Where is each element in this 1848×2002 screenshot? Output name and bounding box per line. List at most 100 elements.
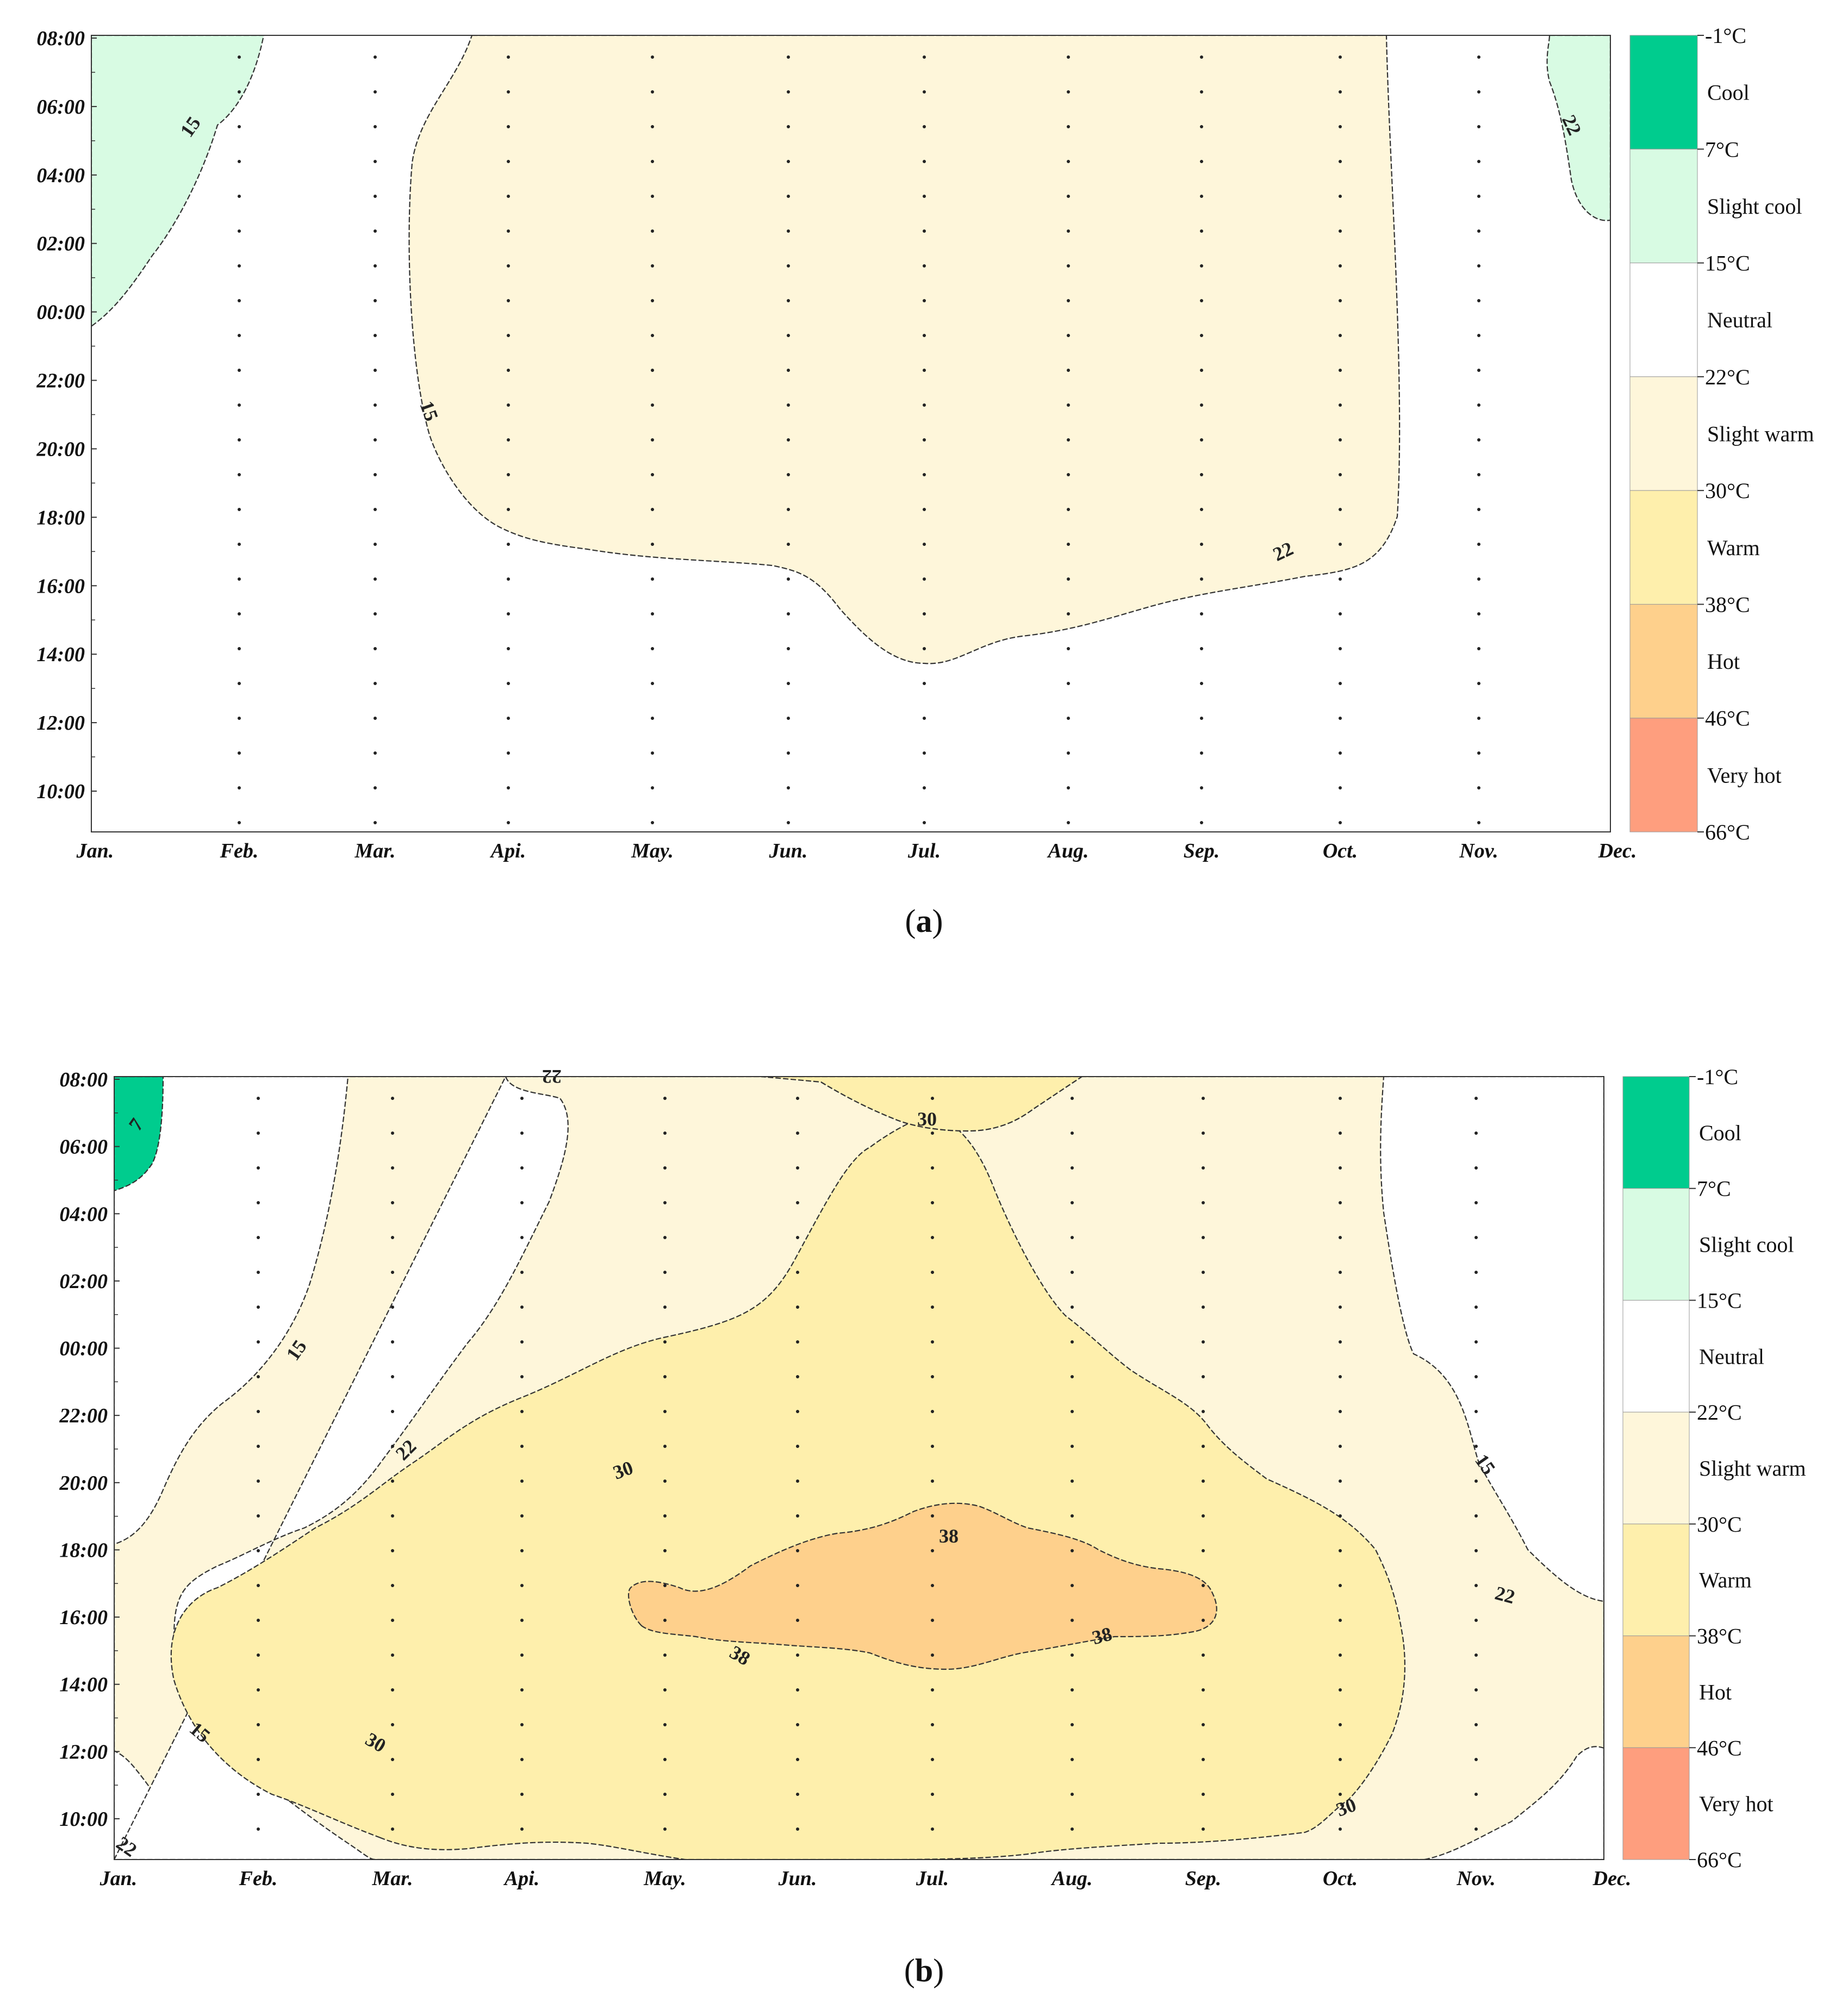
grid-dot (796, 1653, 799, 1657)
grid-dot (1477, 438, 1480, 442)
grid-dot (651, 751, 654, 755)
y-tick-label: 14:00 (59, 1674, 108, 1696)
grid-dot (1200, 647, 1203, 650)
grid-dot (796, 1549, 799, 1552)
y-tick-label: 18:00 (36, 506, 85, 529)
grid-dot (923, 55, 926, 59)
grid-dot (507, 717, 510, 720)
grid-dot (1202, 1410, 1205, 1413)
grid-dots (238, 55, 1480, 824)
y-tick-label: 12:00 (59, 1740, 108, 1763)
grid-dot (787, 577, 790, 581)
grid-dot (391, 1688, 394, 1692)
grid-dot (257, 1131, 260, 1135)
legend-bound-label: 66°C (1705, 820, 1750, 844)
legend-bound-label: 30°C (1705, 478, 1750, 503)
grid-dot (391, 1479, 394, 1483)
contour-chart-a: 1515222208:0006:0004:0002:0000:0022:0020… (36, 23, 1814, 862)
legend-label: Slight warm (1699, 1456, 1806, 1481)
grid-dot (651, 55, 654, 59)
grid-dot (257, 1097, 260, 1100)
y-tick-label: 08:00 (36, 27, 85, 50)
grid-dot (923, 543, 926, 546)
grid-dot (931, 1410, 934, 1413)
x-tick-label: Oct. (1323, 1867, 1358, 1890)
grid-dot (1474, 1584, 1478, 1587)
y-tick-label: 10:00 (36, 780, 85, 803)
contour-region-slight-warm (408, 35, 1401, 664)
grid-dot (923, 195, 926, 198)
grid-dot (787, 717, 790, 720)
grid-dot (374, 717, 377, 720)
legend-swatch-cool (1629, 35, 1698, 150)
grid-dot (1339, 1445, 1342, 1448)
grid-dot (651, 717, 654, 720)
grid-dot (1339, 543, 1342, 546)
grid-dot (238, 229, 241, 233)
grid-dot (1067, 751, 1070, 755)
legend-swatch-very-hot (1629, 718, 1698, 832)
caption-b: (b) (904, 1953, 944, 1988)
grid-dot (1067, 299, 1070, 302)
grid-dot (1339, 1131, 1342, 1135)
grid-dot (663, 1236, 667, 1239)
grid-dot (1071, 1410, 1074, 1413)
y-tick-label: 16:00 (59, 1606, 108, 1629)
contour-chart-b: 7152230302230383838302215152208:0006:000… (59, 1065, 1806, 1890)
grid-dot (1339, 1827, 1342, 1831)
grid-dot (663, 1479, 667, 1483)
grid-dot (651, 577, 654, 581)
grid-dot (787, 299, 790, 302)
grid-dot (1067, 125, 1070, 128)
grid-dot (1477, 334, 1480, 337)
grid-dot (931, 1584, 934, 1587)
grid-dot (1339, 299, 1342, 302)
grid-dot (520, 1514, 524, 1518)
grid-dot (931, 1549, 934, 1552)
grid-dot (374, 508, 377, 511)
grid-dot (1067, 160, 1070, 163)
grid-dot (1202, 1514, 1205, 1518)
grid-dot (507, 55, 510, 59)
grid-dot (923, 473, 926, 476)
grid-dot (1477, 229, 1480, 233)
grid-dot (520, 1201, 524, 1204)
grid-dot (257, 1793, 260, 1796)
grid-dot (391, 1793, 394, 1796)
grid-dot (1339, 821, 1342, 824)
y-tick-label: 02:00 (36, 233, 85, 256)
grid-dot (520, 1549, 524, 1552)
grid-dot (663, 1619, 667, 1622)
grid-dot (796, 1131, 799, 1135)
x-tick-label: Nov. (1459, 840, 1498, 862)
grid-dot (1339, 1688, 1342, 1692)
grid-dot (1339, 1305, 1342, 1309)
grid-dot (1067, 577, 1070, 581)
x-tick-label: Aug. (1051, 1867, 1093, 1890)
x-tick-label: Mar. (354, 840, 396, 862)
y-tick-label: 20:00 (36, 438, 85, 461)
grid-dot (787, 160, 790, 163)
grid-dot (796, 1723, 799, 1726)
grid-dot (1477, 160, 1480, 163)
grid-dot (238, 438, 241, 442)
grid-dot (651, 821, 654, 824)
grid-dot (931, 1619, 934, 1622)
legend-label: Cool (1699, 1121, 1741, 1145)
x-tick-label: Jul. (907, 840, 941, 862)
grid-dot (923, 125, 926, 128)
grid-dot (787, 195, 790, 198)
grid-dot (1339, 1793, 1342, 1796)
grid-dot (663, 1166, 667, 1170)
grid-dot (1071, 1340, 1074, 1344)
x-tick-label: Sep. (1184, 840, 1220, 862)
grid-dot (1067, 90, 1070, 94)
grid-dot (1067, 717, 1070, 720)
grid-dot (923, 438, 926, 442)
legend-label: Hot (1707, 649, 1740, 674)
grid-dot (1474, 1236, 1478, 1239)
grid-dot (787, 821, 790, 824)
legend-label: Slight warm (1707, 422, 1814, 446)
grid-dot (1474, 1688, 1478, 1692)
grid-dot (374, 334, 377, 337)
